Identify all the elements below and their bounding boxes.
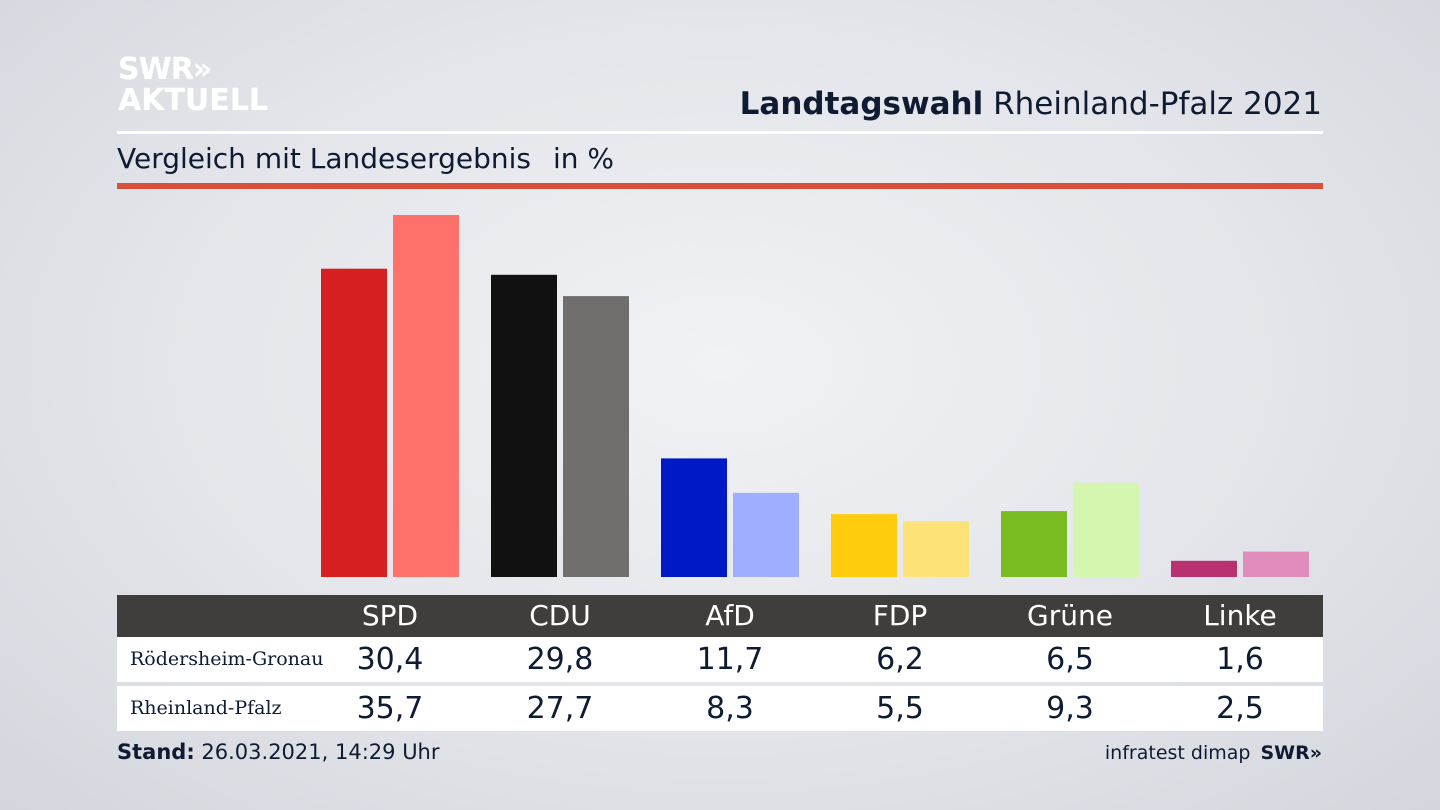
stand-label: Stand: (117, 740, 195, 764)
subtitle-text: Vergleich mit Landesergebnis (117, 142, 531, 175)
column-header-grne: Grüne (1027, 599, 1113, 632)
value-cell: 2,5 (1216, 691, 1264, 726)
table-row: Rheinland-Pfalz 35,7 27,7 8,3 5,5 9,3 2,5 (117, 686, 1323, 731)
bar-afd-local (661, 458, 727, 577)
column-header-linke: Linke (1203, 599, 1277, 632)
value-cell: 9,3 (1046, 691, 1094, 726)
bar-linke-local (1171, 560, 1237, 577)
timestamp: Stand: 26.03.2021, 14:29 Uhr (117, 740, 440, 764)
value-cell: 5,5 (876, 691, 924, 726)
source-text: infratest dimap (1104, 742, 1251, 764)
source-brand: SWR» (1260, 742, 1322, 764)
subtitle-unit: in % (552, 142, 615, 175)
value-cell: 11,7 (696, 642, 764, 677)
row-label: Rheinland-Pfalz (130, 697, 282, 719)
bar-linke-state (1243, 551, 1309, 577)
swr-aktuell-logo: SWR» AKTUELL (118, 54, 268, 116)
bar-grne-state (1073, 482, 1139, 577)
value-cell: 1,6 (1216, 642, 1264, 677)
value-cell: 6,5 (1046, 642, 1094, 677)
bar-spd-local (321, 268, 387, 577)
title-divider (117, 131, 1323, 134)
value-cell: 27,7 (526, 691, 594, 726)
bar-fdp-state (903, 521, 969, 577)
column-header-fdp: FDP (872, 599, 928, 632)
page-title: Landtagswahl Rheinland-Pfalz 2021 (740, 86, 1322, 122)
value-cell: 8,3 (706, 691, 754, 726)
bar-afd-state (733, 492, 799, 577)
title-bold: Landtagswahl (739, 86, 984, 122)
source-credit: infratest dimap SWR» (1105, 742, 1322, 764)
column-header-afd: AfD (705, 599, 755, 632)
value-cell: 6,2 (876, 642, 924, 677)
bar-grne-local (1001, 511, 1067, 577)
stand-value: 26.03.2021, 14:29 Uhr (201, 740, 440, 764)
table-header: SPD CDU AfD FDP Grüne Linke (117, 595, 1323, 637)
value-cell: 29,8 (526, 642, 594, 677)
accent-divider (117, 183, 1323, 189)
results-table: SPD CDU AfD FDP Grüne Linke Rödersheim-Gronau… (117, 595, 1323, 731)
chart-subtitle: Vergleich mit Landesergebnis in % (117, 142, 614, 175)
table-row: Rödersheim-Gronau 30,4 29,8 11,7 6,2 6,5 1,6 (117, 637, 1323, 682)
row-label: Rödersheim-Gronau (130, 648, 324, 670)
column-header-cdu: CDU (529, 599, 591, 632)
value-cell: 35,7 (356, 691, 424, 726)
bar-cdu-state (563, 296, 629, 577)
logo-line-1: SWR» (118, 52, 212, 87)
bar-spd-state (393, 215, 459, 577)
column-header-spd: SPD (361, 599, 419, 632)
logo-line-2: AKTUELL (118, 83, 269, 118)
bar-cdu-local (491, 274, 557, 577)
title-rest: Rheinland-Pfalz 2021 (993, 86, 1322, 122)
value-cell: 30,4 (356, 642, 424, 677)
bar-fdp-local (831, 514, 897, 577)
